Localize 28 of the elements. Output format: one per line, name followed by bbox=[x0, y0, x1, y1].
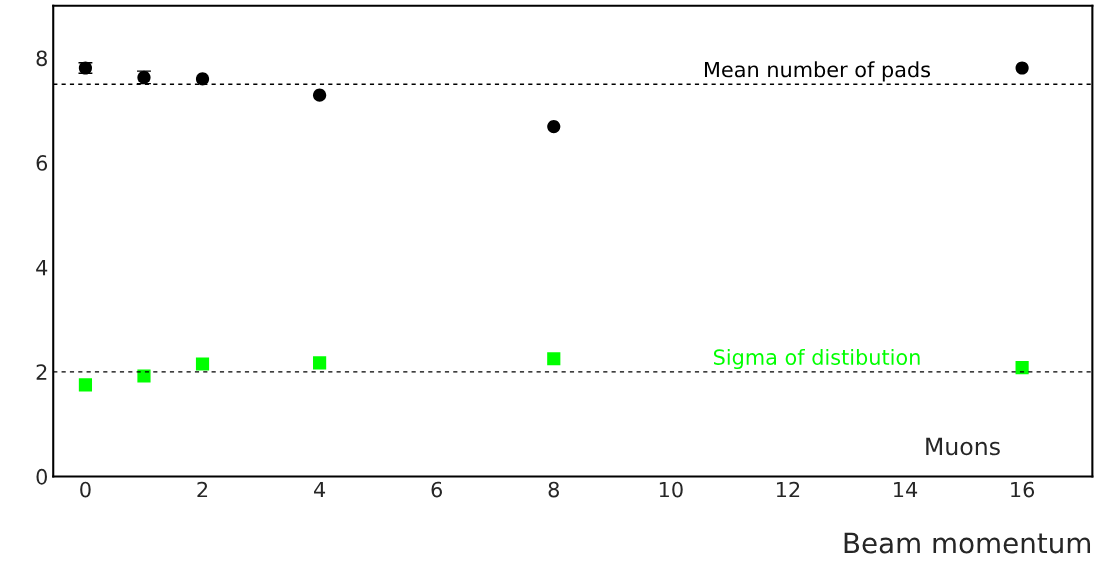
y-tick-label: 2 bbox=[36, 364, 47, 380]
annotation: Muons bbox=[926, 437, 1000, 456]
point bbox=[313, 88, 327, 102]
x-tick-label: 4 bbox=[313, 481, 326, 498]
point bbox=[547, 119, 561, 134]
x-tick-label: 8 bbox=[548, 481, 559, 498]
x-tick-label: 10 bbox=[659, 481, 683, 498]
x-tick-label: 16 bbox=[1011, 481, 1035, 498]
point bbox=[137, 369, 151, 383]
point bbox=[313, 356, 327, 370]
x-tick-label: 6 bbox=[431, 481, 442, 498]
x-tick-label: 2 bbox=[197, 481, 208, 498]
x-axis-title: Beam momentum bbox=[844, 532, 1091, 554]
x-tick-label: 14 bbox=[894, 481, 918, 498]
point bbox=[78, 378, 93, 392]
point bbox=[195, 72, 210, 86]
y-tick-label: 8 bbox=[36, 50, 47, 67]
x-tick-label: 0 bbox=[80, 481, 91, 498]
ref-line-label: Sigma of distibution bbox=[713, 348, 920, 370]
ref-line-label: Mean number of pads bbox=[704, 61, 931, 82]
y-tick-label: 4 bbox=[36, 259, 48, 276]
x-tick-label: 12 bbox=[776, 481, 800, 498]
point bbox=[1015, 361, 1029, 375]
y-tick-label: 0 bbox=[36, 468, 47, 485]
y-tick-label: 6 bbox=[36, 155, 48, 171]
point bbox=[195, 357, 210, 371]
point bbox=[1015, 61, 1029, 75]
point bbox=[547, 352, 561, 366]
